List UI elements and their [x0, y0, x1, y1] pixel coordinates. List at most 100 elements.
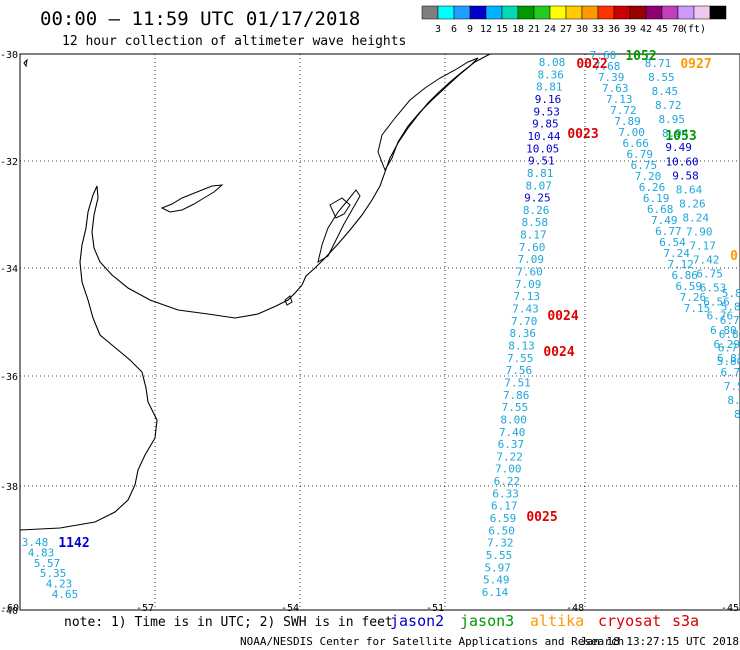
wave-height-value: 9.53	[533, 105, 560, 118]
atlantic-coast-minor	[284, 295, 293, 306]
colorbar-swatch	[421, 5, 439, 20]
wave-height-value: 8.58	[522, 216, 549, 229]
colorbar-swatch	[709, 5, 727, 20]
wave-height-value: 6.26	[639, 181, 666, 194]
legend-jason2: jason2	[390, 612, 444, 630]
pass-time-label: 0	[730, 249, 738, 264]
wave-height-value: 7.20	[635, 170, 662, 183]
wave-height-value: 5.88	[722, 287, 740, 300]
wave-height-value: 8.81	[536, 81, 563, 94]
colorbar-swatch	[693, 5, 711, 20]
wave-height-value: 7.09	[518, 253, 545, 266]
colorbar-swatch	[677, 5, 695, 20]
pass-time-label: 0022	[576, 57, 607, 72]
colorbar-tick-label: 27	[560, 24, 572, 35]
footer-note: note: 1) Time is in UTC; 2) SWH is in fe…	[64, 615, 393, 630]
wave-height-value: 9.49	[665, 141, 692, 154]
wave-height-value: 6.80	[710, 324, 737, 337]
wave-height-value: 8.94	[662, 127, 689, 140]
coastline-uruguay-brazil	[19, 53, 491, 531]
longitude-label: -48	[566, 603, 584, 614]
colorbar-swatch	[613, 5, 631, 20]
wave-height-value: 7.13	[514, 290, 541, 303]
wave-height-value: 6.86	[671, 269, 698, 282]
rio-negro-reservoir	[160, 184, 224, 213]
wave-height-value: 10.44	[527, 130, 560, 143]
wave-height-value: 5.80	[717, 355, 740, 368]
wave-height-value: 7.56	[506, 364, 533, 377]
map-frame	[19, 53, 740, 611]
legend-cryosat: cryosat	[598, 612, 661, 630]
wave-height-value: 6.56	[703, 296, 730, 309]
pass-time-label: 0927	[680, 57, 711, 72]
longitude-label: -54	[281, 603, 299, 614]
pass-time-label: 1053	[665, 129, 696, 144]
satellite-legend: jason2 jason3 altika cryosat s3a	[390, 612, 699, 630]
wave-height-value: 7.13	[606, 93, 633, 106]
pass-time-layer: 0022 1052 0927 0023 1053 0024 0024 0025 1142 0	[58, 49, 738, 551]
latitude-label: -40	[0, 606, 18, 617]
lagoa-dos-patos	[377, 57, 479, 172]
wave-height-value: 5.55	[486, 549, 513, 562]
wave-height-value: 8.45	[652, 85, 679, 98]
wave-height-value: 6.37	[498, 438, 525, 451]
small-feature	[23, 58, 28, 68]
pass-time-label: 1142	[58, 536, 89, 551]
wave-height-value: 7.63	[602, 82, 629, 95]
colorbar-tick-label: 12	[480, 24, 492, 35]
longitude-label: -57	[136, 603, 154, 614]
wave-height-value: 6.75	[696, 268, 723, 281]
wave-height-value: 8.36	[537, 68, 564, 81]
wave-height-value: 6.77	[718, 341, 740, 354]
pass-time-label: 0025	[526, 510, 557, 525]
colorbar-swatch	[453, 5, 471, 20]
pass-time-label: 0024	[547, 309, 578, 324]
map-subtitle: 12 hour collection of altimeter wave hei…	[62, 34, 406, 49]
colorbar-tick-label: (ft)	[682, 24, 706, 35]
legend-altika: altika	[530, 612, 584, 630]
legend-jason3: jason3	[460, 612, 514, 630]
wave-height-value: 6.77	[655, 225, 682, 238]
wave-height-value: 9.16	[535, 93, 562, 106]
wave-height-value: 6.82	[719, 328, 740, 341]
laguna-merin-outline	[329, 197, 351, 219]
wave-height-value: 8.08	[539, 56, 566, 69]
wave-height-value: 7.60	[516, 266, 543, 279]
wave-height-value: 7.00	[618, 126, 645, 139]
colorbar-tick-label: 9	[467, 24, 473, 35]
wave-height-value: 6.79	[627, 148, 654, 161]
colorbar-tick-label: 6	[451, 24, 457, 35]
wave-height-value: 7.39	[598, 71, 625, 84]
wave-height-value: 6.19	[643, 192, 670, 205]
colorbar-swatch	[533, 5, 551, 20]
wave-height-value: 8.64	[676, 183, 703, 196]
wave-height-value: 7.42	[693, 254, 720, 267]
wave-height-value: 6.54	[659, 236, 686, 249]
colorbar-swatch	[645, 5, 663, 20]
wave-height-value: 7.90	[686, 226, 713, 239]
colorbar-tick-label: 24	[544, 24, 556, 35]
wave-height-value: 6.17	[491, 500, 518, 513]
wave-height-value: 7.89	[614, 115, 641, 128]
wave-height-value: 10.05	[526, 142, 559, 155]
colorbar-swatch	[565, 5, 583, 20]
wave-height-value: 5.57	[34, 557, 61, 570]
wave-height-value: 6.50	[488, 524, 515, 537]
pass-time-label: 0023	[567, 127, 598, 142]
wave-height-value: 8.55	[648, 71, 675, 84]
legend-s3a: s3a	[672, 612, 699, 630]
colorbar-tick-label: 30	[576, 24, 588, 35]
wave-height-value: 6.33	[492, 487, 519, 500]
colorbar-tick-label: 33	[592, 24, 604, 35]
footer-timestamp: Jan 18 13:27:15 UTC 2018	[580, 635, 739, 648]
wave-height-value: 7.40	[499, 426, 526, 439]
wave-height-value: 7.68	[594, 60, 621, 73]
map-panel: 8.088.368.819.169.539.8510.4410.059.518.…	[19, 49, 740, 611]
wave-height-value: 6.77	[720, 366, 740, 379]
lagoon-mirim	[317, 189, 361, 264]
longitude-label: -51	[426, 603, 444, 614]
colorbar-tick-label: 15	[496, 24, 508, 35]
wave-height-value: 7.51	[724, 380, 740, 393]
wave-height-value: 7.17	[689, 240, 716, 253]
longitude-label: -60	[1, 603, 19, 614]
